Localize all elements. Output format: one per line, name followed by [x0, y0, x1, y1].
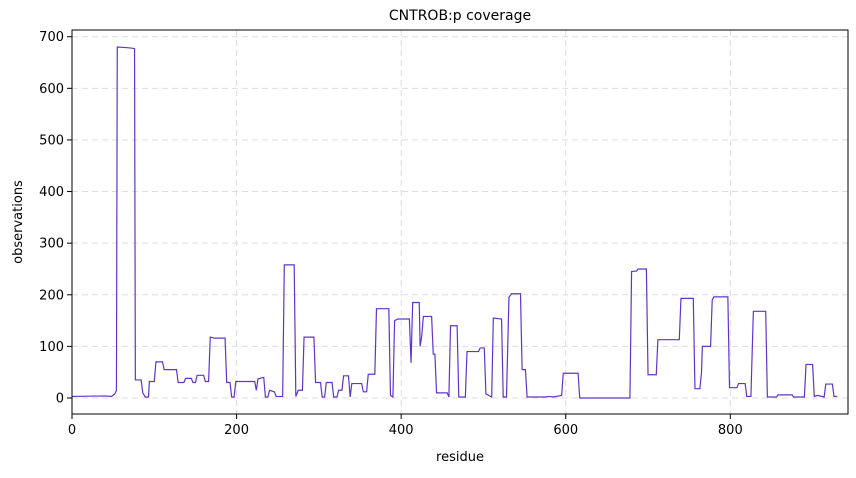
x-tick-label: 800: [718, 423, 743, 438]
y-tick-label: 500: [39, 133, 64, 148]
y-tick-label: 200: [39, 288, 64, 303]
y-tick-label: 0: [56, 392, 64, 407]
chart-title: CNTROB:p coverage: [389, 8, 531, 24]
x-tick-label: 200: [224, 423, 249, 438]
x-axis-label: residue: [436, 450, 484, 465]
x-tick-label: 400: [389, 423, 414, 438]
x-tick-label: 0: [68, 423, 76, 438]
y-tick-label: 100: [39, 340, 64, 355]
y-tick-label: 400: [39, 185, 64, 200]
data-line: [71, 46, 838, 399]
y-tick-label: 700: [39, 30, 64, 45]
y-tick-label: 600: [39, 82, 64, 97]
y-axis-label: observations: [11, 180, 26, 264]
y-tick-label: 300: [39, 237, 64, 252]
plot-frame: [71, 29, 849, 415]
x-tick-label: 600: [553, 423, 578, 438]
